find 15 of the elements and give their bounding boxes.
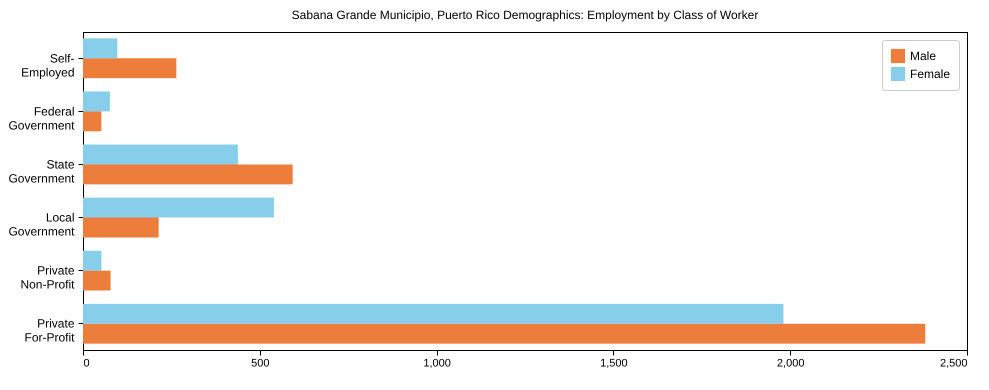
chart-title: Sabana Grande Municipio, Puerto Rico Demographics: Employment by Class of Worker [292, 8, 758, 22]
y-tick-label: Local Government [8, 210, 76, 239]
y-tick-label: Federal Government [8, 104, 76, 132]
x-tick-label: 2,500 [940, 358, 968, 370]
legend-label: Female [910, 67, 950, 81]
y-tick-label: State Government [8, 157, 76, 186]
legend-label: Male [910, 49, 936, 63]
x-tick-label: 0 [84, 358, 90, 370]
x-tick-label: 500 [251, 358, 270, 370]
y-tick-label: Private Non-Profit [20, 264, 76, 292]
x-tick-label: 1,000 [423, 358, 451, 370]
x-tick-label: 1,500 [600, 358, 628, 370]
y-tick-label: Private For-Profit [24, 316, 76, 345]
x-tick-label: 2,000 [776, 358, 804, 370]
y-tick-label: Self-Employed [21, 51, 74, 80]
